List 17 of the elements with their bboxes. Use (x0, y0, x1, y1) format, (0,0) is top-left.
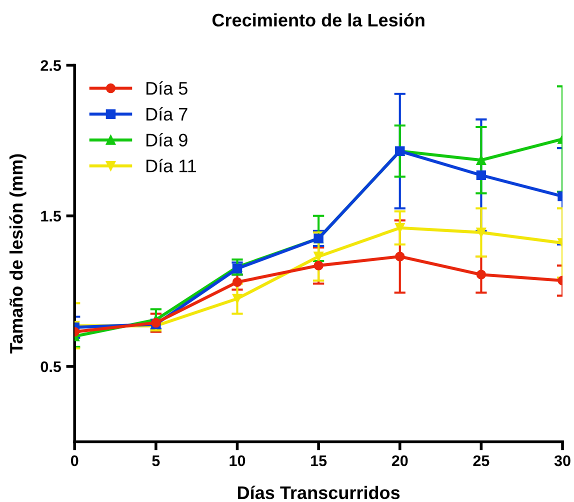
x-tick-label: 30 (554, 455, 570, 466)
x-tick-label: 5 (152, 456, 160, 466)
y-tick-label: 2.5 (40, 60, 61, 71)
x-tick-label: 10 (230, 455, 246, 466)
x-tick-label: 0 (70, 455, 78, 466)
x-tick-label: 25 (473, 455, 490, 466)
y-tick-label: 1.5 (41, 210, 61, 222)
y-tick-label: 0.5 (40, 361, 61, 372)
x-axis-title: Días Transcurridos (238, 486, 400, 500)
x-tick-label: 15 (311, 456, 327, 466)
legend-label: Día 9 (146, 133, 188, 146)
x-tick-label: 20 (392, 455, 408, 466)
legend-label: Día 11 (146, 158, 196, 172)
y-axis-title: Tamaño de lesión (mm) (9, 154, 26, 354)
legend-label: Día 7 (146, 107, 188, 121)
chart-title: Crecimiento de la Lesión (212, 13, 424, 27)
legend-label: Día 5 (146, 81, 188, 95)
